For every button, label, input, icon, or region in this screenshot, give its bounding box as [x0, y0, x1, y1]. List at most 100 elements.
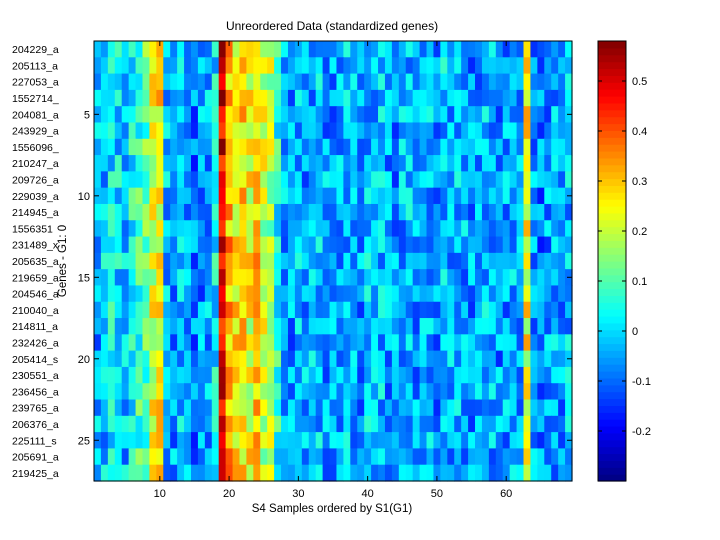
colorbar-segment [598, 426, 626, 434]
heatmap-cell [184, 415, 192, 433]
heatmap-cell [461, 236, 469, 254]
heatmap-cell [239, 220, 248, 238]
heatmap-cell [225, 301, 234, 319]
heatmap-cell [433, 73, 441, 91]
heatmap-cell [281, 334, 289, 352]
heatmap-cell [114, 89, 123, 107]
heatmap-cell [121, 155, 130, 172]
heatmap-cell [364, 252, 372, 270]
heatmap-cell [426, 138, 435, 156]
heatmap-cell [398, 334, 407, 352]
heatmap-cell [502, 383, 511, 401]
heatmap-cell [184, 366, 192, 384]
heatmap-cell [287, 448, 296, 466]
heatmap-cell [371, 57, 379, 75]
colorbar-segment [598, 171, 626, 180]
heatmap-cell [239, 89, 248, 107]
heatmap-cell [197, 318, 206, 335]
heatmap-cell [260, 220, 268, 238]
heatmap-cell [384, 73, 393, 91]
heatmap-cell [440, 171, 448, 189]
heatmap-cell [537, 171, 545, 189]
heatmap-cell [475, 89, 483, 107]
heatmap-cell [516, 106, 525, 124]
heatmap-cell [384, 171, 393, 189]
heatmap-cell [315, 203, 324, 221]
heatmap-cell [163, 155, 171, 172]
heatmap-cell [426, 122, 435, 140]
heatmap-cell [419, 432, 428, 450]
heatmap-cell [281, 399, 289, 417]
heatmap-cell [211, 301, 220, 319]
heatmap-cell [142, 366, 151, 384]
heatmap-cell [211, 334, 220, 352]
heatmap-cell [343, 41, 351, 58]
heatmap-cell [308, 432, 317, 450]
heatmap-cell [433, 220, 441, 238]
heatmap-cell [551, 301, 559, 319]
colorbar-segment [598, 102, 626, 111]
row-label: 229039_a [12, 191, 59, 203]
heatmap-cell [177, 252, 185, 270]
heatmap-cell [551, 415, 559, 433]
heatmap-cell [218, 432, 227, 450]
heatmap-cell [197, 301, 206, 319]
heatmap-cell [246, 41, 254, 58]
row-label: 204081_a [12, 109, 59, 121]
heatmap-cell [94, 89, 102, 107]
row-label: 231489_x [12, 240, 59, 252]
heatmap-cell [149, 252, 157, 270]
heatmap-cell [239, 138, 248, 156]
heatmap-cell [329, 187, 338, 205]
heatmap-cell [412, 464, 421, 482]
heatmap-cell [454, 350, 462, 368]
heatmap-cell [121, 187, 130, 205]
heatmap-cell [488, 285, 497, 303]
heatmap-cell [149, 236, 157, 254]
heatmap-cell [287, 252, 296, 270]
heatmap-cell [246, 269, 254, 287]
heatmap-cell [156, 236, 164, 254]
heatmap-cell [218, 464, 227, 482]
colorbar-segment [598, 432, 626, 441]
heatmap-cell [495, 448, 504, 466]
heatmap-cell [121, 350, 130, 368]
heatmap-cell [315, 171, 324, 189]
heatmap-cell [308, 399, 317, 417]
heatmap-cell [502, 89, 511, 107]
heatmap-cell [405, 252, 414, 270]
heatmap-cell [440, 187, 448, 205]
heatmap-cell [301, 318, 310, 335]
heatmap-cell [475, 383, 483, 401]
heatmap-cell [551, 57, 559, 75]
heatmap-cell [204, 269, 213, 287]
heatmap-cell [315, 399, 324, 417]
heatmap-cell [398, 220, 407, 238]
heatmap-cell [156, 203, 164, 221]
colorbar-segment [598, 199, 626, 207]
heatmap-cell [551, 106, 559, 124]
heatmap-cell [163, 171, 171, 189]
heatmap-cell [350, 122, 358, 140]
heatmap-cell [197, 73, 206, 91]
heatmap-cell [184, 57, 192, 75]
heatmap-cell [287, 415, 296, 433]
heatmap-cell [204, 285, 213, 303]
heatmap-cell [121, 220, 130, 238]
heatmap-cell [378, 171, 386, 189]
heatmap-cell [329, 73, 338, 91]
heatmap-cell [371, 464, 379, 482]
heatmap-cell [461, 383, 469, 401]
heatmap-cell [329, 301, 338, 319]
heatmap-cell [107, 415, 116, 433]
heatmap-cell [495, 285, 504, 303]
heatmap-cell [135, 269, 144, 287]
heatmap-cell [149, 171, 157, 189]
heatmap-cell [274, 89, 282, 107]
heatmap-cell [426, 171, 435, 189]
heatmap-cell [274, 57, 282, 75]
heatmap-cell [94, 171, 102, 189]
heatmap-cell [384, 106, 393, 124]
heatmap-cell [225, 383, 234, 401]
heatmap-cell [544, 138, 552, 156]
